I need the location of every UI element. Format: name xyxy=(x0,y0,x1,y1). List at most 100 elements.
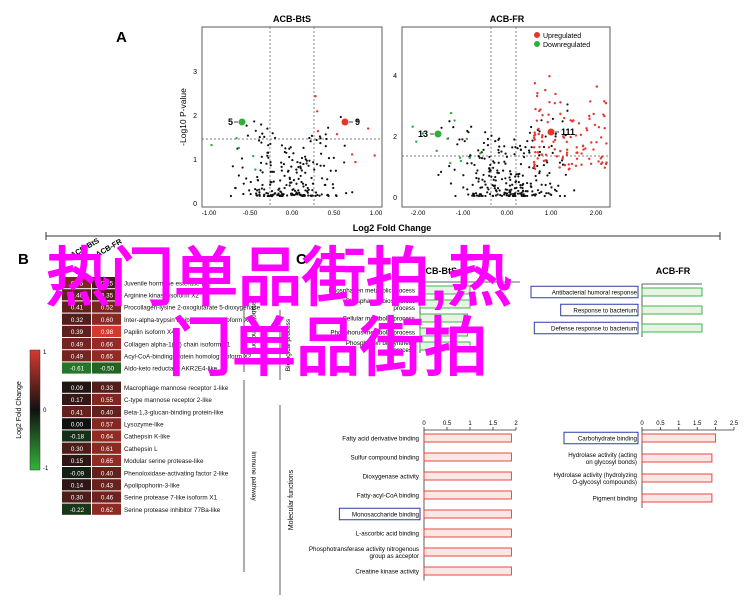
go-bar xyxy=(419,327,468,337)
volcano-point xyxy=(280,169,283,172)
volcano-point xyxy=(280,161,283,164)
volcano-point xyxy=(504,162,507,165)
volcano-point xyxy=(453,168,456,171)
volcano-point xyxy=(271,132,274,135)
volcano-point-up xyxy=(541,140,544,143)
volcano-point xyxy=(496,193,499,196)
volcano-point xyxy=(491,184,494,187)
volcano-point-up xyxy=(597,160,600,163)
go-bar xyxy=(423,528,512,538)
volcano-point xyxy=(320,177,324,180)
heatmap-cell-value: 0.55 xyxy=(101,397,114,404)
volcano-point xyxy=(257,139,261,142)
volcano-point-down xyxy=(449,161,452,165)
volcano-point xyxy=(494,189,498,192)
volcano-point xyxy=(322,164,326,167)
volcano-point xyxy=(274,136,277,140)
volcano-point xyxy=(486,137,489,141)
volcano-point-up xyxy=(535,119,539,122)
volcano-point xyxy=(237,174,240,177)
go-axis-tick-label: 0 xyxy=(422,421,426,427)
volcano-point xyxy=(477,194,481,198)
volcano-point xyxy=(288,181,292,184)
volcano-point xyxy=(331,183,334,186)
volcano-point xyxy=(289,146,292,149)
volcano-point xyxy=(514,175,517,178)
volcano-point xyxy=(515,186,518,189)
volcano-point xyxy=(500,194,504,197)
volcano-point xyxy=(255,194,258,197)
go-term-label: Response to bacterium xyxy=(573,308,637,315)
go-axis-tick-label: 2.5 xyxy=(730,421,739,427)
volcano-point xyxy=(260,155,263,158)
volcano-right-up-marker xyxy=(547,128,555,136)
volcano-point-up xyxy=(552,140,555,144)
volcano-point xyxy=(311,182,315,185)
volcano-point xyxy=(515,173,518,176)
volcano-right-ytick: 4 xyxy=(393,73,397,80)
volcano-point-up xyxy=(589,100,592,103)
volcano-right-xtick: -2.00 xyxy=(411,210,426,217)
heatmap-row-label: Phenoloxidase-activating factor 2-like xyxy=(124,470,229,477)
volcano-point xyxy=(466,188,469,191)
volcano-point xyxy=(295,182,298,185)
volcano-point xyxy=(332,156,335,159)
heatmap-row-label: Procollagen-lysine 2-oxoglutarate 5-diox… xyxy=(124,305,261,312)
volcano-point xyxy=(475,194,479,197)
volcano-left-xtick: 0.50 xyxy=(328,210,341,217)
heatmap-row-label: Beta-1,3-glucan-binding protein-like xyxy=(124,409,224,416)
volcano-point-up xyxy=(548,75,551,78)
volcano-point xyxy=(279,194,282,198)
volcano-point xyxy=(440,126,443,129)
volcano-point xyxy=(497,161,500,164)
volcano-point xyxy=(304,158,307,161)
volcano-point xyxy=(542,145,546,149)
volcano-point xyxy=(548,171,551,175)
heatmap-row-label: Modular serine protease-like xyxy=(124,458,204,465)
heatmap-row-label: Lysozyme-like xyxy=(124,422,164,429)
volcano-point xyxy=(488,192,492,196)
volcano-point-up xyxy=(565,153,569,157)
volcano-point xyxy=(260,187,263,190)
volcano-point-up xyxy=(350,153,354,156)
volcano-point xyxy=(500,178,504,181)
volcano-point-up xyxy=(580,152,583,155)
heatmap-cell xyxy=(92,350,121,362)
volcano-point xyxy=(288,147,291,150)
go-term-label: Phosphorus metabolic process xyxy=(330,330,415,337)
volcano-point-up xyxy=(563,163,567,167)
volcano-point xyxy=(504,192,508,195)
heatmap-cell-value: 0.40 xyxy=(101,409,114,416)
heatmap-scale-tick: -1 xyxy=(43,466,49,472)
go-bottom-right-chart: 0 0.5 1 1.5 2 2.5 Carbohydrate binding Hydrolas… xyxy=(553,421,739,508)
volcano-point xyxy=(531,194,534,197)
volcano-right-frame xyxy=(401,26,611,208)
volcano-point-down xyxy=(237,146,241,150)
volcano-point-up xyxy=(547,113,550,116)
volcano-point xyxy=(285,151,288,154)
volcano-point xyxy=(474,192,478,195)
volcano-point xyxy=(494,139,497,143)
heatmap-cell xyxy=(92,393,121,405)
volcano-point xyxy=(550,186,553,189)
volcano-point xyxy=(532,193,536,196)
heatmap-cell-value: 0.52 xyxy=(101,305,114,312)
volcano-point xyxy=(255,189,259,192)
volcano-point xyxy=(479,193,482,196)
heatmap-cell-value: 0.30 xyxy=(71,495,84,502)
heatmap-scale-tick: 1 xyxy=(43,350,47,356)
go-term-label: Phosphotransferase activity nitrogenous xyxy=(309,546,419,553)
volcano-point xyxy=(326,193,329,197)
volcano-left-title: ACB-BtS xyxy=(273,14,311,24)
volcano-point-up xyxy=(599,157,602,160)
volcano-point xyxy=(286,194,289,197)
volcano-point xyxy=(312,161,315,164)
heatmap-cells: 0.55 0.25 0.40 0.35 0.41 0.52 0.32 0.60 0.39 0.98… xyxy=(62,277,121,515)
volcano-point xyxy=(256,175,259,179)
volcano-point xyxy=(255,192,258,195)
volcano-point xyxy=(492,166,495,169)
volcano-right-xtick: 2.00 xyxy=(590,210,603,217)
volcano-point xyxy=(528,151,531,154)
go-term-label: Monosaccharide binding xyxy=(352,512,420,519)
heatmap-cell-value: -0.22 xyxy=(70,507,85,514)
